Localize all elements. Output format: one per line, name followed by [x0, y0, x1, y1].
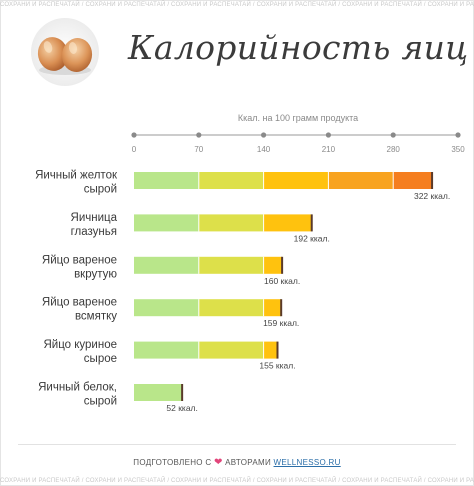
x-tick-dot [131, 132, 137, 138]
category-label: всмятку [75, 311, 117, 323]
bar-segment [134, 384, 183, 401]
page-title: Калорийность яиц [128, 28, 469, 67]
x-tick-dot [455, 132, 461, 138]
heart-icon: ❤ [213, 457, 223, 468]
category-label: сырое [84, 353, 117, 365]
eggs-icon [24, 16, 106, 88]
value-label: 160 ккал. [264, 276, 300, 286]
x-tick-label: 140 [257, 145, 271, 154]
x-tick-label: 280 [387, 145, 401, 154]
category-label: Яичница [71, 212, 118, 224]
x-axis-label: Ккал. на 100 грамм продукта [238, 113, 358, 123]
value-label: 155 ккал. [259, 361, 295, 371]
bar-end-marker [280, 299, 283, 317]
calorie-bar-chart: Ккал. на 100 грамм продукта 0 70 140 210 280 3… [0, 100, 474, 420]
footer-middle: АВТОРАМИ [225, 458, 271, 467]
bar-end-marker [181, 384, 184, 401]
chart-canvas: Ккал. на 100 грамм продукта 0 70 140 210 280 3… [35, 113, 465, 413]
bar-segment [134, 214, 199, 232]
footer-prefix: ПОДГОТОВЛЕНО С [133, 458, 212, 467]
x-tick-label: 70 [194, 145, 203, 154]
value-label: 159 ккал. [263, 318, 299, 328]
footer-divider [18, 444, 456, 445]
bar-end-marker [276, 341, 279, 359]
category-label: Яичный желток [35, 170, 118, 182]
bar-segment [328, 172, 394, 189]
bar-segment [393, 172, 433, 189]
value-label: 52 ккал. [166, 403, 198, 413]
x-tick-label: 210 [322, 145, 336, 154]
bar-segment [134, 172, 199, 189]
bar-end-marker [281, 256, 284, 274]
bar-segment [263, 256, 283, 274]
bar-segment [198, 172, 264, 189]
value-label: 322 ккал. [414, 191, 450, 201]
value-label: 192 ккал. [294, 233, 330, 243]
category-label: глазунья [71, 226, 117, 238]
x-tick-label: 350 [451, 145, 465, 154]
watermark-top: СОХРАНИ И РАСПЕЧАТАЙ / СОХРАНИ И РАСПЕЧА… [0, 2, 474, 8]
bar-segment [198, 299, 264, 317]
bar-segment [263, 299, 282, 317]
footer-credit: ПОДГОТОВЛЕНО С ❤ АВТОРАМИ WELLNESSO.RU [0, 456, 474, 470]
category-label: Яичный белок, [38, 382, 117, 394]
category-label: Яйцо вареное [42, 297, 117, 309]
bar-segment [198, 256, 264, 274]
category-label: Яйцо вареное [42, 254, 117, 266]
category-label: сырой [84, 184, 117, 196]
x-tick-dot [196, 132, 202, 138]
bar-segment [263, 341, 278, 359]
bar-segment [198, 214, 264, 232]
bar-end-marker [431, 172, 434, 189]
bar-segment [198, 341, 264, 359]
category-label: Яйцо куриное [43, 339, 117, 351]
x-tick-dot [390, 132, 396, 138]
category-label: сырой [84, 396, 117, 408]
wellnesso-link[interactable]: WELLNESSO.RU [273, 458, 341, 467]
category-label: вкрутую [74, 268, 117, 280]
bar-end-marker [310, 214, 313, 232]
bar-segment [134, 341, 199, 359]
bar-segment [134, 256, 199, 274]
bar-segment [263, 172, 329, 189]
bar-segment [134, 299, 199, 317]
x-tick-dot [261, 132, 267, 138]
x-tick-label: 0 [132, 145, 137, 154]
watermark-bottom: СОХРАНИ И РАСПЕЧАТАЙ / СОХРАНИ И РАСПЕЧА… [0, 478, 474, 484]
x-tick-dot [325, 132, 331, 138]
bar-segment [263, 214, 312, 232]
